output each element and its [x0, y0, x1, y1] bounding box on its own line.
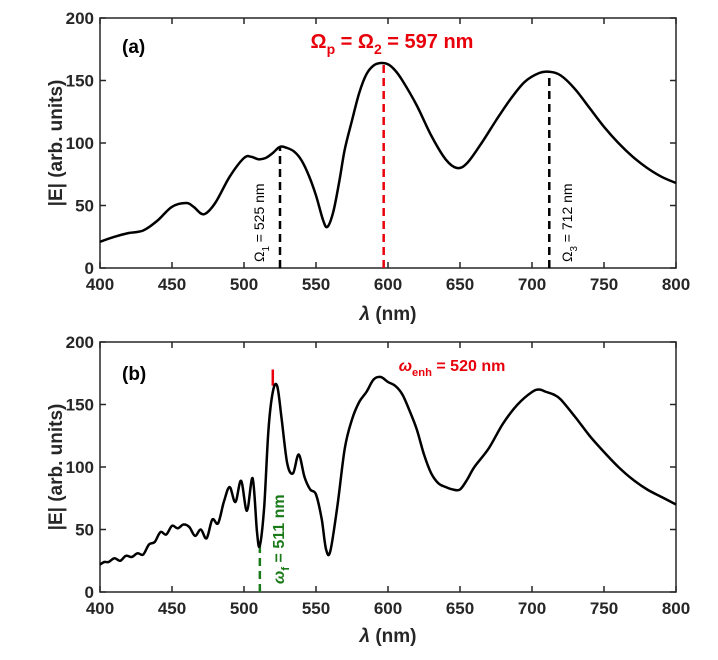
ylabel-a: |E| (arb. units): [46, 80, 67, 207]
xtick-label-a-1: 450: [158, 275, 186, 294]
xtick-label-b-7: 750: [590, 599, 618, 618]
ytick-label-a-3: 150: [66, 72, 94, 91]
xtick-label-b-0: 400: [86, 599, 114, 618]
markers-b: [258, 369, 275, 592]
curve-b: [99, 375, 677, 566]
xtick-label-a-8: 800: [662, 275, 690, 294]
plot-area-b: [99, 341, 677, 593]
ytick-label-b-1: 50: [75, 521, 94, 540]
xtick-label-b-5: 650: [446, 599, 474, 618]
panel-label-a: (a): [122, 37, 145, 58]
ytick-label-a-2: 100: [66, 134, 94, 153]
xtick-label-a-3: 550: [302, 275, 330, 294]
xtick-label-b-2: 500: [230, 599, 258, 618]
ticks-a: 400 450 500 550 600 650 700 750 800 0 50 100 150 200: [66, 9, 691, 294]
curve-a: [99, 61, 677, 243]
xtick-label-b-1: 450: [158, 599, 186, 618]
headline-b: ωenh = 520 nm: [399, 358, 506, 379]
xtick-label-a-6: 700: [518, 275, 546, 294]
xtick-label-a-4: 600: [374, 275, 402, 294]
ytick-label-a-1: 50: [75, 197, 94, 216]
ytick-label-a-0: 0: [85, 259, 94, 278]
xtick-label-b-6: 700: [518, 599, 546, 618]
ytick-label-b-2: 100: [66, 458, 94, 477]
ytick-label-a-4: 200: [66, 9, 94, 28]
panel-b: 400 450 500 550 600 650 700 750 800050100150200 …: [46, 333, 690, 647]
xtick-label-b-3: 550: [302, 599, 330, 618]
markers-a: [278, 63, 551, 268]
panel-label-b: (b): [122, 364, 146, 385]
xtick-label-a-5: 650: [446, 275, 474, 294]
ytick-label-b-4: 200: [66, 333, 94, 352]
plot-area-a: [99, 17, 677, 269]
xtick-label-a-2: 500: [230, 275, 258, 294]
xtick-label-a-0: 400: [86, 275, 114, 294]
ticks-b: 400 450 500 550 600 650 700 750 800 0 50 100 150 200: [66, 333, 691, 618]
xlabel-a: λ (nm): [358, 304, 416, 325]
xtick-label-a-7: 750: [590, 275, 618, 294]
ytick-label-b-0: 0: [85, 583, 94, 602]
xtick-label-b-4: 600: [374, 599, 402, 618]
omega-f-label: ωf = 511 nm: [271, 494, 292, 584]
panel-a: 400 450 500 550 600 650 700 750 800050100150200 …: [46, 9, 690, 325]
ylabel-b: |E| (arb. units): [46, 404, 67, 531]
omega1-label: Ω1 = 525 nm: [251, 183, 272, 262]
xtick-label-b-8: 800: [662, 599, 690, 618]
headline-a: Ωp = Ω2 = 597 nm: [311, 31, 474, 57]
xlabel-b: λ (nm): [358, 626, 416, 647]
ytick-label-b-3: 150: [66, 396, 94, 415]
omega3-label: Ω3 = 712 nm: [559, 183, 580, 262]
